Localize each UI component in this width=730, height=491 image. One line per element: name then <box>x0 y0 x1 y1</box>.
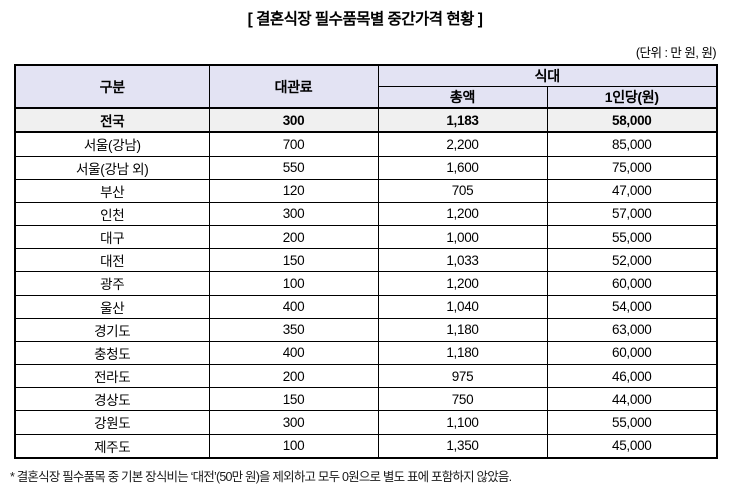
summary-row-nationwide: 전국 300 1,183 58,000 <box>14 106 718 134</box>
meal-total-cell: 1,180 <box>377 317 548 342</box>
venue-fee-cell: 350 <box>208 317 379 342</box>
region-cell: 광주 <box>14 271 210 296</box>
per-person-cell: 57,000 <box>546 201 718 227</box>
per-person-cell: 63,000 <box>546 317 718 342</box>
per-person-cell: 55,000 <box>546 410 718 435</box>
meal-total-cell: 1,183 <box>377 106 548 134</box>
region-cell: 경기도 <box>14 317 210 342</box>
col-header-per-person: 1인당(원) <box>546 86 718 109</box>
table-row: 경기도 350 1,180 63,000 <box>14 317 718 342</box>
per-person-cell: 47,000 <box>546 178 718 203</box>
per-person-cell: 60,000 <box>546 340 718 366</box>
region-cell: 서울(강남 외) <box>14 155 210 180</box>
col-header-category: 구분 <box>14 64 210 109</box>
region-cell: 전라도 <box>14 364 210 389</box>
table-row: 광주 100 1,200 60,000 <box>14 271 718 296</box>
per-person-cell: 55,000 <box>546 225 718 250</box>
table-row: 울산 400 1,040 54,000 <box>14 294 718 319</box>
meal-total-cell: 1,100 <box>377 410 548 435</box>
table-row: 서울(강남 외) 550 1,600 75,000 <box>14 155 718 180</box>
per-person-cell: 54,000 <box>546 294 718 319</box>
table-row: 경상도 150 750 44,000 <box>14 387 718 412</box>
per-person-cell: 75,000 <box>546 155 718 180</box>
venue-fee-cell: 300 <box>208 201 379 227</box>
region-cell: 부산 <box>14 178 210 203</box>
venue-fee-cell: 400 <box>208 340 379 366</box>
meal-total-cell: 1,200 <box>377 271 548 296</box>
table-row: 부산 120 705 47,000 <box>14 178 718 203</box>
table-row: 대전 150 1,033 52,000 <box>14 248 718 273</box>
price-table: 구분 대관료 식대 총액 1인당(원) 전국 300 1,183 58,000 … <box>14 64 719 459</box>
col-header-meal-total: 총액 <box>377 86 548 109</box>
venue-fee-cell: 150 <box>208 248 379 273</box>
venue-fee-cell: 200 <box>208 364 379 389</box>
meal-total-cell: 705 <box>377 178 548 203</box>
region-cell: 서울(강남) <box>14 131 210 157</box>
table-row: 인천 300 1,200 57,000 <box>14 201 718 227</box>
meal-total-cell: 2,200 <box>377 131 548 157</box>
region-cell: 강원도 <box>14 410 210 435</box>
region-cell: 제주도 <box>14 433 210 459</box>
venue-fee-cell: 400 <box>208 294 379 319</box>
meal-total-cell: 1,180 <box>377 340 548 366</box>
table-row: 서울(강남) 700 2,200 85,000 <box>14 131 718 157</box>
venue-fee-cell: 120 <box>208 178 379 203</box>
venue-fee-cell: 200 <box>208 225 379 250</box>
per-person-cell: 45,000 <box>546 433 718 459</box>
region-cell: 대구 <box>14 225 210 250</box>
table-row: 제주도 100 1,350 45,000 <box>14 433 718 459</box>
region-cell: 경상도 <box>14 387 210 412</box>
header-row-2: 총액 1인당(원) <box>15 86 718 109</box>
per-person-cell: 85,000 <box>546 131 718 157</box>
region-cell: 대전 <box>14 248 210 273</box>
meal-total-cell: 1,040 <box>377 294 548 319</box>
col-header-venue-fee: 대관료 <box>208 64 379 109</box>
venue-fee-cell: 300 <box>208 410 379 435</box>
venue-fee-cell: 100 <box>208 433 379 459</box>
table-row: 강원도 300 1,100 55,000 <box>14 410 718 435</box>
table-header: 구분 대관료 식대 총액 1인당(원) <box>14 64 718 109</box>
region-cell: 인천 <box>14 201 210 227</box>
table-row: 대구 200 1,000 55,000 <box>14 225 718 250</box>
venue-fee-cell: 700 <box>208 131 379 157</box>
per-person-cell: 58,000 <box>546 106 718 134</box>
table-row: 전라도 200 975 46,000 <box>14 364 718 389</box>
per-person-cell: 60,000 <box>546 271 718 296</box>
header-row-1: 구분 대관료 식대 <box>14 64 718 109</box>
per-person-cell: 52,000 <box>546 248 718 273</box>
meal-total-cell: 1,000 <box>377 225 548 250</box>
venue-fee-cell: 100 <box>208 271 379 296</box>
venue-fee-cell: 300 <box>208 106 379 134</box>
region-cell: 충청도 <box>14 340 210 366</box>
per-person-cell: 44,000 <box>546 387 718 412</box>
page-title: [ 결혼식장 필수품목별 중간가격 현황 ] <box>247 11 483 28</box>
unit-note: (단위 : 만 원, 원) <box>635 46 717 60</box>
region-cell: 전국 <box>14 106 210 134</box>
table-body: 전국 300 1,183 58,000 서울(강남) 700 2,200 85,… <box>14 106 718 459</box>
table-row: 충청도 400 1,180 60,000 <box>14 340 718 366</box>
meal-total-cell: 1,600 <box>377 155 548 180</box>
footnote: * 결혼식장 필수품목 중 기본 장식비는 ‘대전’(50만 원)을 제외하고 … <box>10 470 512 484</box>
venue-fee-cell: 150 <box>208 387 379 412</box>
venue-fee-cell: 550 <box>208 155 379 180</box>
region-cell: 울산 <box>14 294 210 319</box>
meal-total-cell: 975 <box>377 364 548 389</box>
meal-total-cell: 1,200 <box>377 201 548 227</box>
col-header-meal: 식대 <box>377 64 718 87</box>
meal-total-cell: 1,350 <box>377 433 548 459</box>
per-person-cell: 46,000 <box>546 364 718 389</box>
meal-total-cell: 750 <box>377 387 548 412</box>
meal-total-cell: 1,033 <box>377 248 548 273</box>
